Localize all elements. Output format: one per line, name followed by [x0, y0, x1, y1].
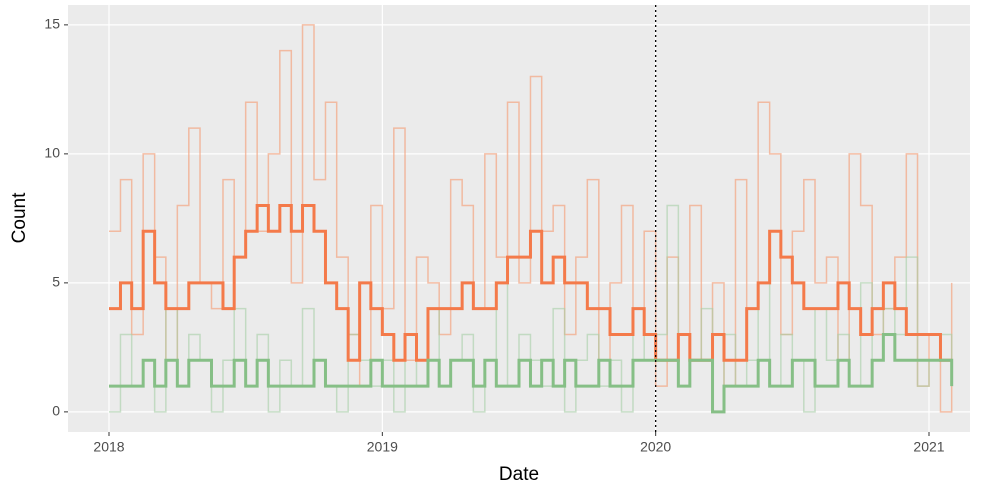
x-axis-title: Date [499, 464, 539, 485]
series-line [109, 332, 954, 414]
x-tick-label: 2019 [367, 439, 398, 455]
x-tick-label: 2021 [913, 439, 944, 455]
y-tick-label: 10 [44, 145, 60, 161]
y-tick-label: 15 [44, 16, 60, 32]
series-line [109, 203, 952, 362]
y-tick-label: 0 [52, 403, 60, 419]
series-line [109, 24, 953, 413]
x-tick-label: 2018 [93, 439, 124, 455]
y-axis-title: Count [9, 192, 30, 243]
x-tick-label: 2020 [640, 439, 671, 455]
y-tick-label: 5 [52, 274, 60, 290]
